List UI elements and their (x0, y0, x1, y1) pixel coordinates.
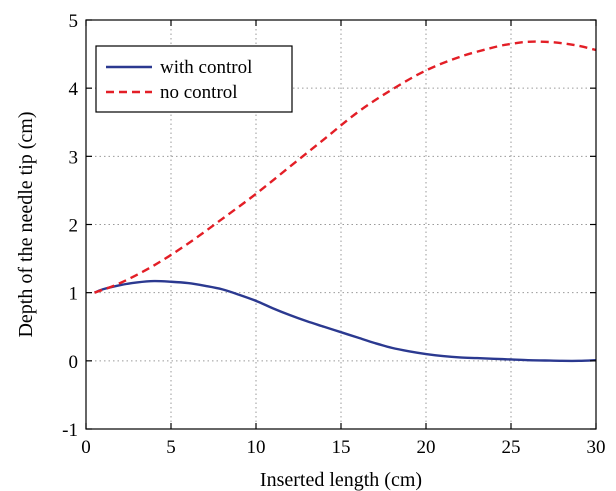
series-line-with-control (94, 279, 597, 363)
legend: with control no control (95, 45, 293, 113)
legend-entry-no-control: no control (160, 82, 238, 103)
axis-ticks (85, 19, 597, 430)
x-tick-label: 30 (587, 437, 606, 458)
y-tick-label: 5 (69, 11, 79, 32)
x-tick-label: 0 (81, 437, 91, 458)
y-tick-label: 4 (69, 79, 79, 100)
x-tick-label: 10 (247, 437, 266, 458)
y-tick-label: 0 (69, 352, 79, 373)
x-tick-label: 15 (332, 437, 351, 458)
x-axis-label: Inserted length (cm) (260, 469, 422, 491)
y-tick-label: 1 (69, 284, 79, 305)
legend-entry-with-control: with control (160, 57, 252, 78)
x-tick-label: 20 (417, 437, 436, 458)
series-lines (94, 40, 597, 363)
y-axis-label: Depth of the needle tip (cm) (15, 111, 37, 337)
y-tick-label: 2 (69, 216, 79, 237)
x-tick-label: 25 (502, 437, 521, 458)
y-tick-label: -1 (62, 420, 78, 441)
x-tick-label: 5 (166, 437, 176, 458)
series-line-no-control (94, 40, 597, 294)
y-tick-label: 3 (69, 147, 79, 168)
legend-box (95, 45, 293, 113)
